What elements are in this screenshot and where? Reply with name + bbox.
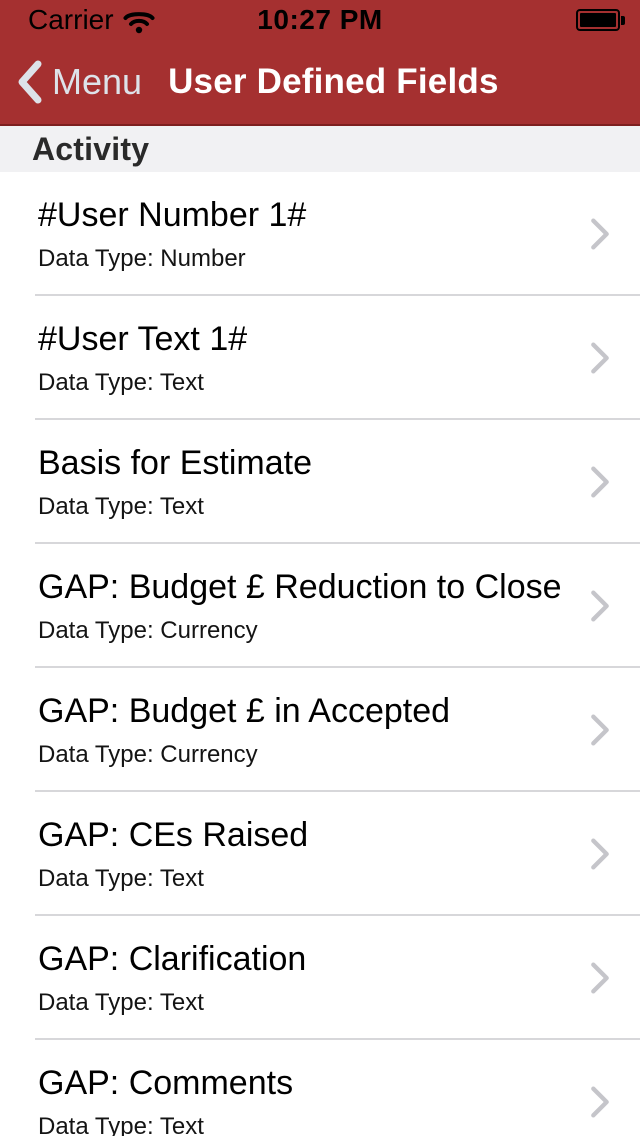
field-title: Basis for Estimate xyxy=(38,444,312,482)
list-item[interactable]: GAP: Budget £ in Accepted Data Type: Cur… xyxy=(0,668,640,792)
chevron-right-icon xyxy=(591,1086,609,1118)
field-title: GAP: CEs Raised xyxy=(38,816,309,854)
field-data-type: Data Type: Currency xyxy=(38,617,258,644)
chevron-right-icon xyxy=(591,342,609,374)
field-title: GAP: Comments xyxy=(38,1064,294,1102)
udf-list: #User Number 1# Data Type: Number #User … xyxy=(0,172,640,1136)
list-item[interactable]: GAP: Budget £ Reduction to Close Data Ty… xyxy=(0,544,640,668)
list-item[interactable]: GAP: CEs Raised Data Type: Text xyxy=(0,792,640,916)
field-title: #User Number 1# xyxy=(38,196,307,234)
nav-bar: Menu User Defined Fields xyxy=(0,40,640,126)
battery-icon xyxy=(576,9,626,31)
carrier-label: Carrier xyxy=(28,4,114,35)
field-title: GAP: Budget £ in Accepted xyxy=(38,692,451,730)
field-data-type: Data Type: Text xyxy=(38,989,204,1016)
field-data-type: Data Type: Text xyxy=(38,1113,204,1136)
list-item[interactable]: Basis for Estimate Data Type: Text xyxy=(0,420,640,544)
list-item-text: GAP: Clarification Data Type: Text xyxy=(38,940,306,1016)
section-header-activity: Activity xyxy=(0,126,640,172)
field-data-type: Data Type: Currency xyxy=(38,741,258,768)
list-item[interactable]: #User Number 1# Data Type: Number xyxy=(0,172,640,296)
list-item-text: GAP: Budget £ Reduction to Close Data Ty… xyxy=(38,568,562,644)
list-item-text: GAP: CEs Raised Data Type: Text xyxy=(38,816,308,892)
field-data-type: Data Type: Text xyxy=(38,865,204,892)
chevron-right-icon xyxy=(591,218,609,250)
status-bar-right xyxy=(576,9,640,31)
field-title: #User Text 1# xyxy=(38,320,248,358)
list-item[interactable]: #User Text 1# Data Type: Text xyxy=(0,296,640,420)
chevron-right-icon xyxy=(591,466,609,498)
chevron-right-icon xyxy=(591,962,609,994)
list-item-text: Basis for Estimate Data Type: Text xyxy=(38,444,312,520)
field-data-type: Data Type: Text xyxy=(38,369,204,396)
chevron-right-icon xyxy=(591,714,609,746)
list-item-text: GAP: Comments Data Type: Text xyxy=(38,1064,293,1136)
list-item-text: #User Text 1# Data Type: Text xyxy=(38,320,247,396)
field-data-type: Data Type: Text xyxy=(38,493,204,520)
field-title: GAP: Budget £ Reduction to Close xyxy=(38,568,562,606)
field-data-type: Data Type: Number xyxy=(38,245,246,272)
list-item-text: #User Number 1# Data Type: Number xyxy=(38,196,306,272)
wifi-icon xyxy=(123,11,155,33)
list-item[interactable]: GAP: Comments Data Type: Text xyxy=(0,1040,640,1136)
status-bar-left: Carrier xyxy=(0,4,155,36)
back-button[interactable]: Menu xyxy=(16,60,142,104)
field-title: GAP: Clarification xyxy=(38,940,307,978)
back-label: Menu xyxy=(52,61,143,102)
chevron-right-icon xyxy=(591,838,609,870)
chevron-right-icon xyxy=(591,590,609,622)
page-title: User Defined Fields xyxy=(168,62,499,101)
status-bar: Carrier 10:27 PM xyxy=(0,0,640,40)
clock-label: 10:27 PM xyxy=(257,4,383,35)
back-chevron-icon xyxy=(18,60,42,104)
list-item-text: GAP: Budget £ in Accepted Data Type: Cur… xyxy=(38,692,450,768)
list-item[interactable]: GAP: Clarification Data Type: Text xyxy=(0,916,640,1040)
section-header-label: Activity xyxy=(32,130,150,167)
